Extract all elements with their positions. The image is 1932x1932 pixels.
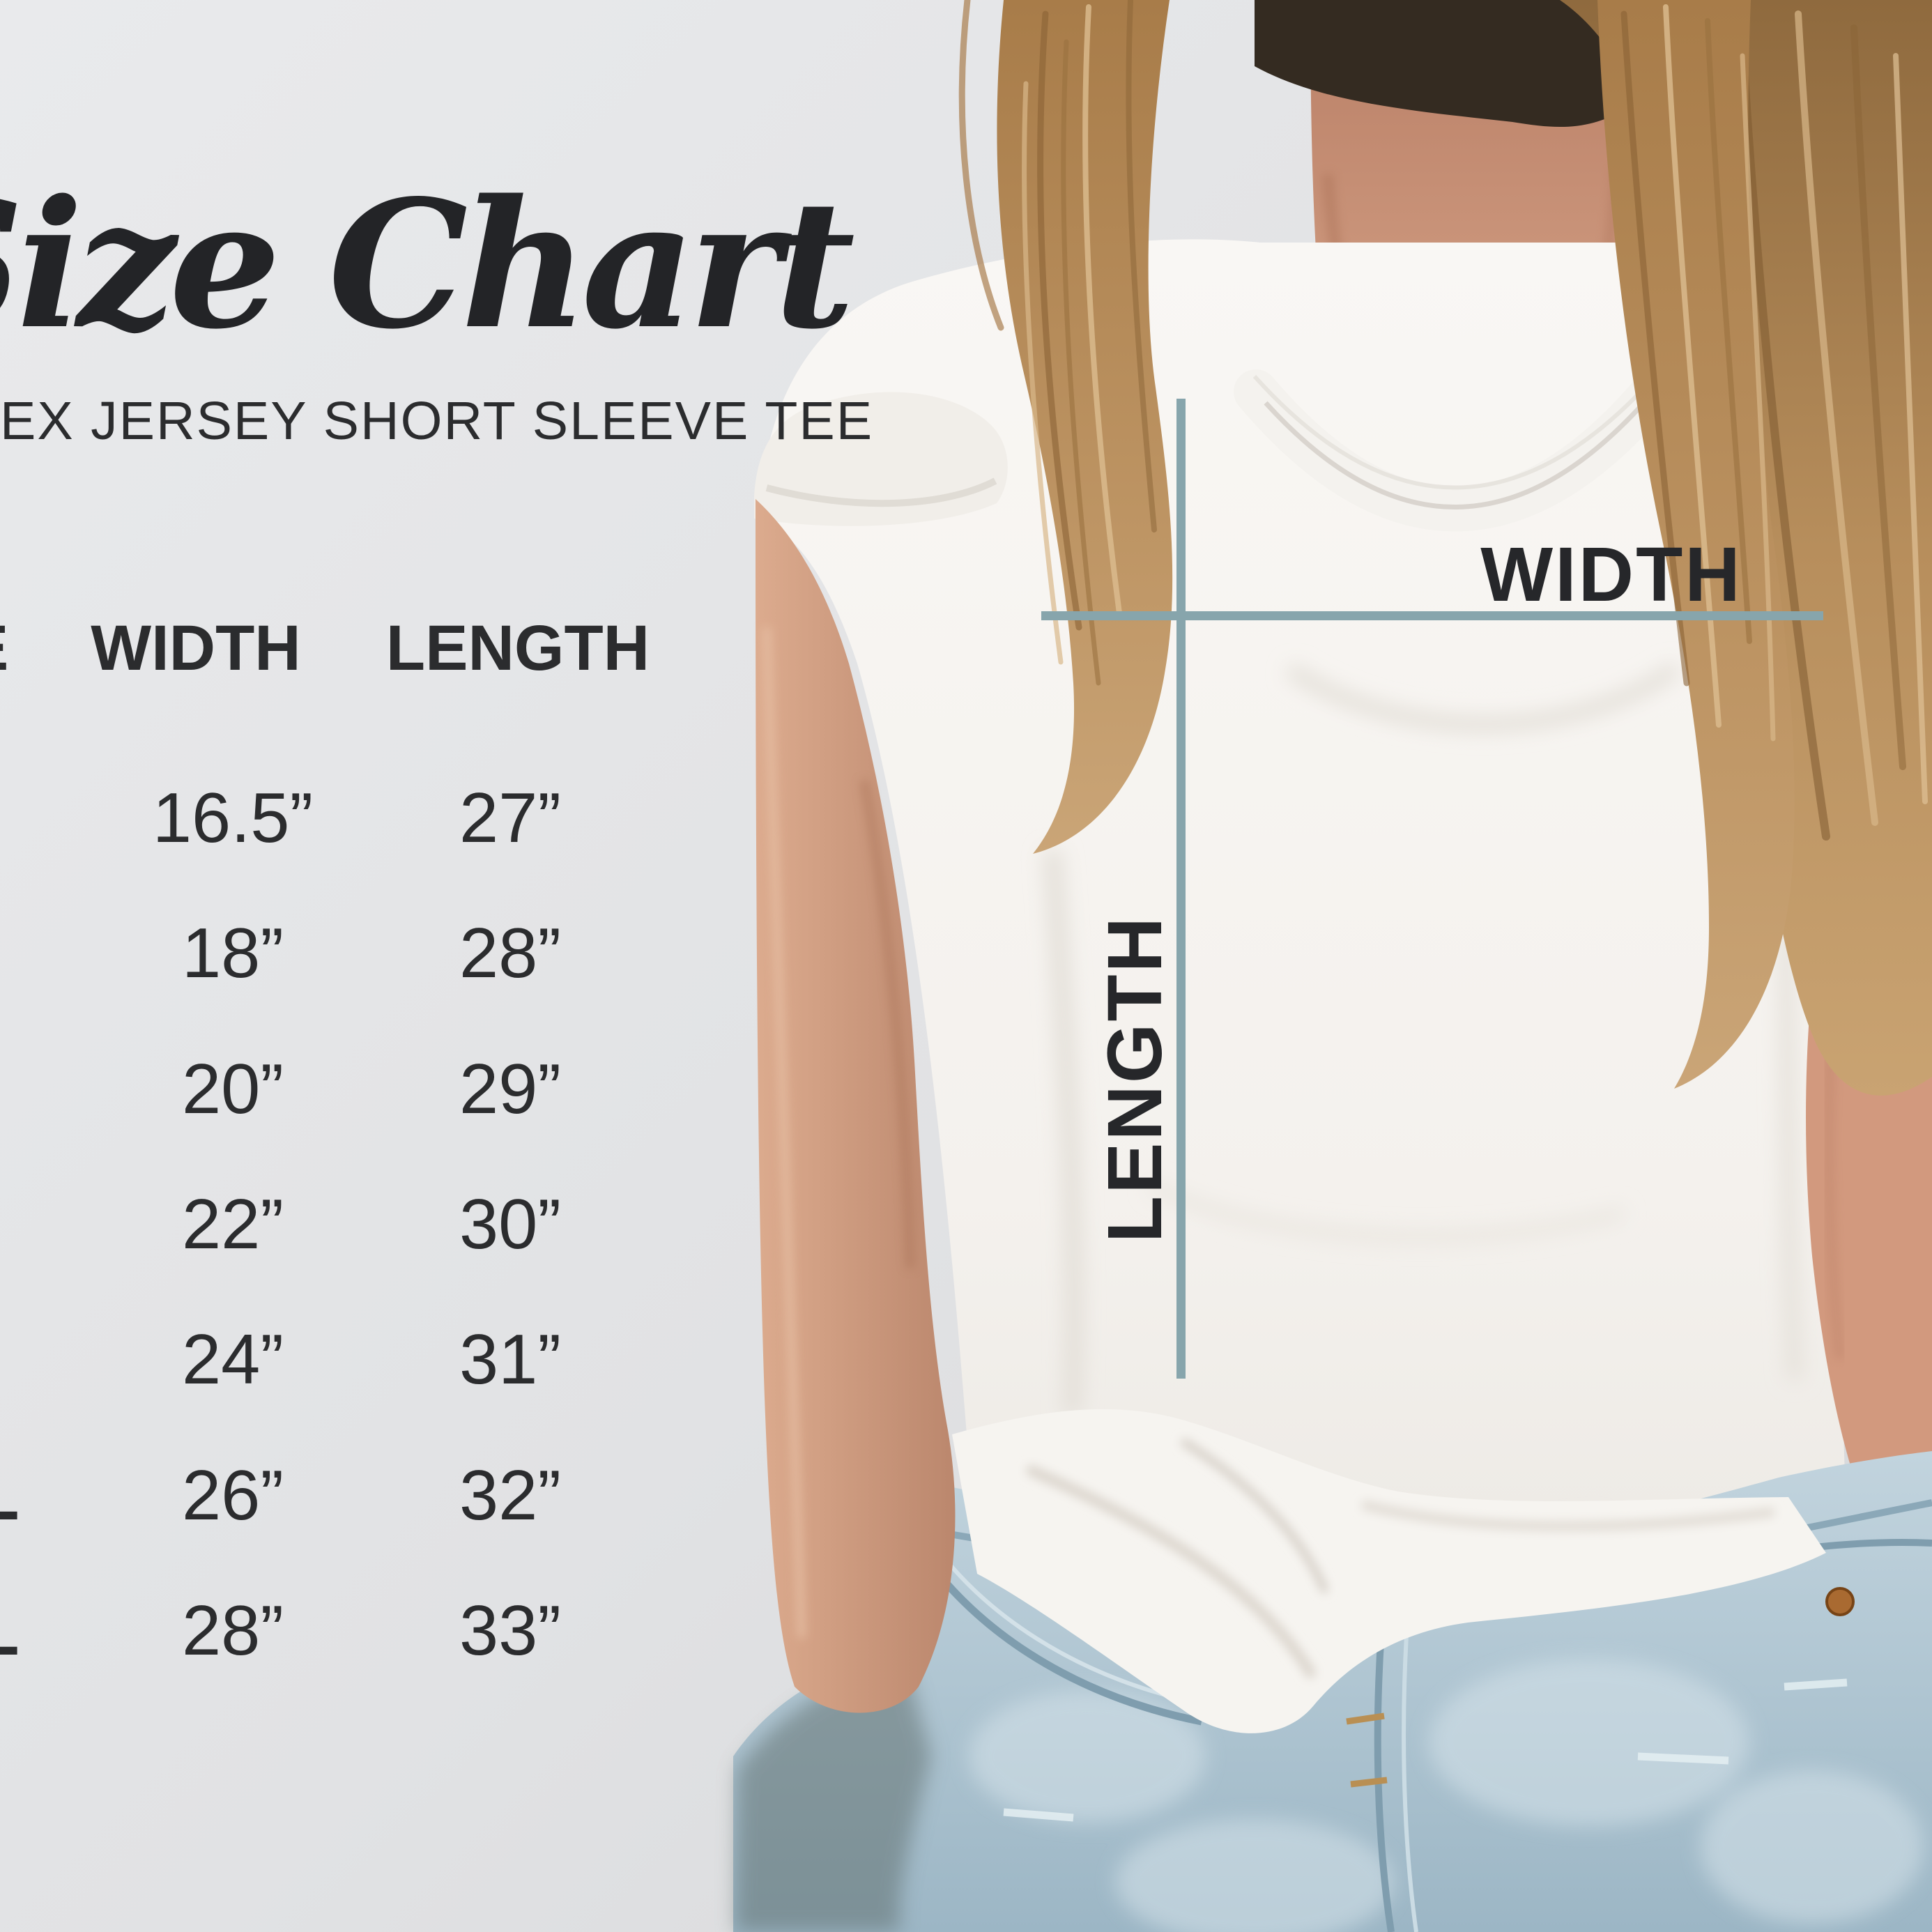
tee-sleeve-cuff [754,392,1008,526]
table-row: L 26” 32” [0,1456,767,1547]
page-subtitle: EX JERSEY SHORT SLEEVE TEE [0,391,874,451]
model-right-arm [756,499,956,1713]
length-value: 32” [459,1457,561,1535]
col-header-size: E [0,612,8,685]
length-value: 27” [459,779,561,857]
jeans-bartack-stitch [1346,1712,1388,1788]
hair-right-strands [1620,4,1776,742]
sleeve-fold-line [765,477,997,507]
jeans-rivet-right [1825,1587,1855,1616]
size-chart-panel: Size Chart EX JERSEY SHORT SLEEVE TEE E … [0,0,872,1932]
collar-top-edge [1252,371,1661,490]
table-row: L 28” 33” [0,1591,767,1682]
width-value: 28” [182,1592,284,1670]
jeans-distress-marks [1003,1678,1848,1822]
length-value: 33” [459,1592,561,1670]
collar-seam [1264,397,1650,509]
size-letter-fragment: L [0,1591,20,1671]
page-title: Size Chart [0,162,855,368]
width-measure-label: WIDTH [1480,532,1742,618]
width-measure-line [1041,611,1823,620]
table-row: 24” 31” [0,1320,767,1411]
hair-shadow-behind-neck [1255,0,1669,128]
hem-fold-shadows [1026,1439,1775,1678]
width-value: 26” [182,1457,284,1535]
arm-highlight [762,627,806,1639]
jeans-fly-seam [1374,1630,1395,1932]
table-header-row: E WIDTH LENGTH [0,612,767,689]
length-value: 30” [459,1186,561,1264]
width-value: 18” [182,914,284,992]
width-value: 20” [182,1050,284,1128]
size-letter-fragment: L [0,1456,20,1536]
jeans-fly-stitch [1402,1634,1418,1932]
length-measure-line [1176,399,1186,1379]
width-value: 24” [182,1321,284,1399]
tee-hem-drape [952,1409,1826,1733]
jeans-wash [969,1659,1924,1932]
width-value: 22” [182,1186,284,1264]
table-row: 22” 30” [0,1185,767,1275]
length-value: 29” [459,1050,561,1128]
col-header-length: LENGTH [385,613,650,684]
table-row: 20” 29” [0,1050,767,1140]
col-header-width: WIDTH [91,613,301,684]
length-value: 31” [459,1321,561,1399]
length-value: 28” [459,914,561,992]
length-measure-label: LENGTH [1092,915,1178,1243]
table-row: 16.5” 27” [0,779,767,869]
hair-left-strands [958,0,1157,686]
jeans-hip-shadow [735,1664,931,1932]
table-row: 18” 28” [0,914,767,1004]
width-value: 16.5” [152,779,314,857]
arm-shadow [860,779,914,1269]
tee-shirt [758,239,1887,1611]
